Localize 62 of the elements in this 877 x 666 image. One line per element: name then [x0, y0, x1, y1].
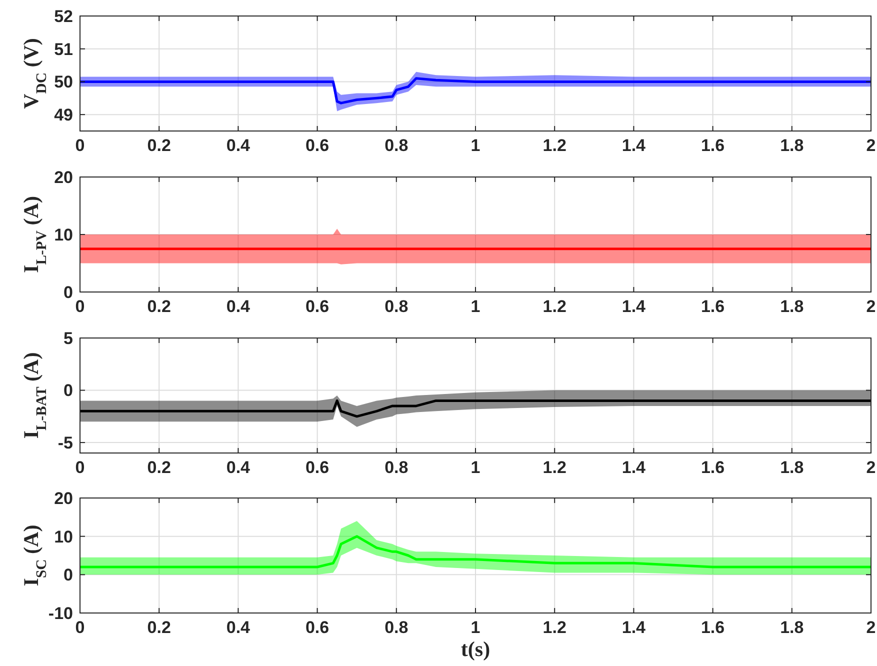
x-tick-label: 1: [470, 297, 480, 316]
x-tick-label: 0.8: [384, 297, 408, 316]
x-tick-label: 0.2: [147, 297, 171, 316]
x-tick-label: 1.4: [622, 136, 646, 155]
x-tick-label: 0.2: [147, 618, 171, 637]
x-tick-label: 0: [75, 618, 85, 637]
x-tick-label: 1.6: [700, 297, 725, 316]
y-tick-label: 10: [54, 527, 73, 546]
x-tick-label: 2: [866, 458, 876, 477]
y-tick-label: 20: [54, 488, 73, 508]
x-tick-label: 0.6: [305, 297, 330, 316]
x-tick-label: 1.6: [700, 618, 725, 637]
x-tick-label: 1.8: [780, 618, 804, 637]
x-tick-label: 2: [866, 618, 876, 637]
x-tick-label: 1.4: [622, 458, 646, 477]
x-tick-label: 1: [470, 458, 480, 477]
x-tick-label: 0.6: [305, 136, 330, 155]
x-tick-label: 0.4: [226, 618, 251, 637]
x-tick-label: 0.8: [384, 136, 408, 155]
x-tick-label: 1.2: [542, 136, 566, 155]
y-tick-label: 10: [54, 225, 73, 244]
x-tick-label: 0.4: [226, 458, 251, 477]
x-tick-label: 1: [470, 618, 480, 637]
y-tick-label: 51: [54, 40, 73, 59]
x-tick-label: 1.6: [700, 136, 725, 155]
x-tick-label: 1.4: [622, 297, 646, 316]
y-tick-label: 20: [54, 168, 73, 187]
line-series: [78, 77, 872, 104]
y-tick-label: -10: [48, 604, 73, 623]
line-series: [78, 399, 872, 418]
x-tick-label: 1.8: [780, 458, 804, 477]
line-series: [78, 535, 872, 568]
x-tick-label: 1.2: [542, 618, 566, 637]
x-tick-label: 1.2: [542, 297, 566, 316]
x-tick-label: 0.4: [226, 297, 251, 316]
y-tick-label: 0: [64, 566, 73, 585]
y-tick-label: 49: [54, 106, 73, 125]
x-tick-label: 1.2: [542, 458, 566, 477]
y-tick-label: 0: [64, 381, 73, 400]
x-tick-label: 0: [75, 458, 85, 477]
x-tick-label: 1.8: [780, 297, 804, 316]
x-tick-label: 0: [75, 136, 85, 155]
x-tick-label: 1.4: [622, 618, 646, 637]
x-tick-label: 0.8: [384, 458, 408, 477]
y-tick-label: 0: [64, 282, 73, 302]
x-tick-label: 0.6: [305, 618, 330, 637]
x-tick-label: 1.6: [700, 458, 725, 477]
y-tick-label: -5: [58, 433, 73, 452]
y-tick-label: 50: [54, 72, 73, 92]
x-tick-label: 0.8: [384, 618, 408, 637]
x-axis-title: t(s): [460, 637, 490, 661]
x-tick-label: 1: [470, 136, 480, 155]
x-tick-label: 0.6: [305, 458, 330, 477]
x-tick-label: 0.2: [147, 458, 171, 477]
x-tick-label: 2: [866, 136, 876, 155]
y-tick-label: 52: [54, 6, 73, 26]
x-tick-label: 0.4: [226, 136, 251, 155]
y-tick-label: 5: [64, 328, 73, 348]
x-tick-label: 0.2: [147, 136, 171, 155]
x-tick-label: 1.8: [780, 136, 804, 155]
x-tick-label: 0: [75, 297, 85, 316]
x-tick-label: 2: [866, 297, 876, 316]
